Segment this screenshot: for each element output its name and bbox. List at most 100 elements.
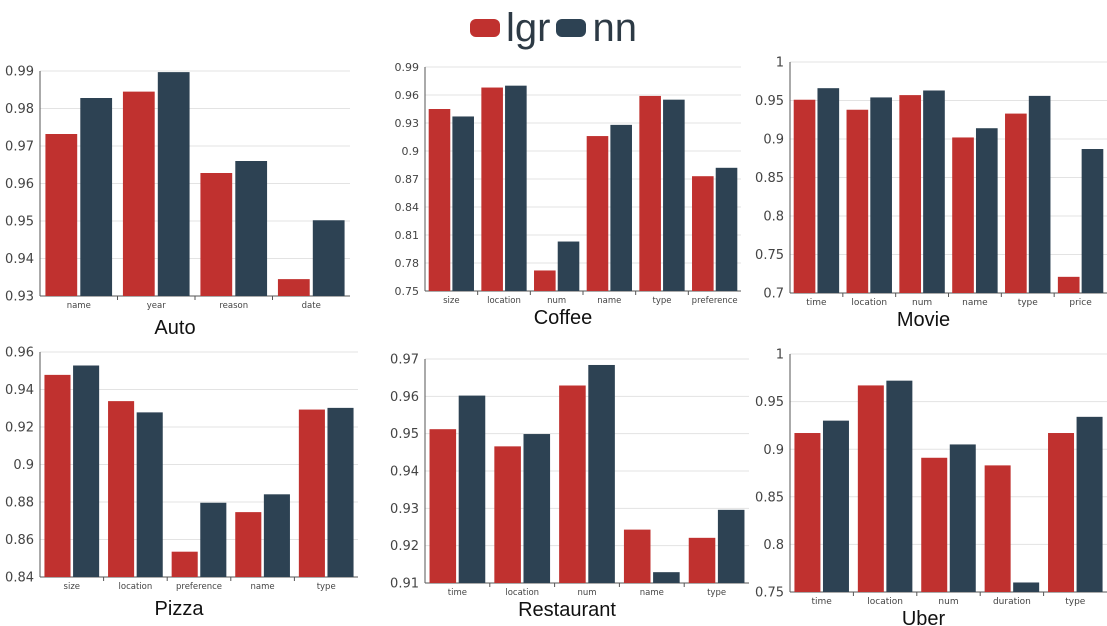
y-tick-label: 0.84 [395,201,420,214]
bar-lgr-num [899,95,922,293]
bar-nn-duration [1013,582,1040,592]
bar-nn-type [1076,416,1103,592]
x-tick-label: num [577,588,596,598]
y-tick-label: 0.93 [5,290,34,305]
x-tick-label: type [1018,298,1039,308]
y-tick-label: 1 [776,56,784,71]
y-tick-label: 0.91 [390,577,419,592]
x-tick-label: reason [219,301,248,311]
y-tick-label: 0.81 [395,229,420,242]
y-tick-label: 0.95 [5,215,34,230]
chart-title: Coffee [534,307,593,329]
y-tick-label: 0.93 [390,502,419,517]
chart-pizza: 0.84 0.86 0.88 0.9 0.92 0.94 0.96 size location p… [5,346,358,620]
legend-item-lgr: lgr [470,8,550,48]
bar-lgr-name [45,134,78,296]
x-tick-label: type [1065,597,1086,607]
chart-coffee: 0.75 0.78 0.81 0.84 0.87 0.9 0.93 0.96 0.99 size l… [395,61,741,329]
bar-nn-name [610,124,632,291]
bar-lgr-type [298,409,325,577]
y-tick-label: 0.8 [763,210,784,225]
bar-lgr-size [44,374,71,577]
bar-lgr-location [846,109,869,294]
bar-lgr-price [1057,276,1080,293]
bar-lgr-year [122,91,155,296]
bar-nn-location [523,434,551,583]
x-tick-label: year [147,301,166,311]
x-tick-label: name [640,588,664,598]
legend-swatch-nn [556,19,587,37]
x-tick-label: type [653,296,672,306]
y-tick-label: 1 [776,348,784,363]
y-tick-label: 0.96 [5,346,34,361]
x-tick-label: size [443,296,459,306]
x-tick-label: type [317,582,336,592]
x-tick-label: num [912,298,932,308]
bar-nn-year [157,72,190,296]
bar-nn-time [458,395,486,583]
x-tick-label: time [448,588,467,598]
x-tick-label: location [851,298,887,308]
x-tick-label: location [505,588,539,598]
legend-swatch-lgr [470,19,501,37]
x-tick-label: location [487,296,521,306]
bar-nn-price [1081,149,1104,293]
y-tick-label: 0.99 [5,65,34,80]
bar-lgr-name [235,512,262,577]
bar-lgr-location [857,385,884,592]
y-tick-label: 0.96 [390,390,419,405]
x-tick-label: time [812,597,833,607]
x-tick-label: date [302,301,321,311]
chart-uber: 0.75 0.8 0.85 0.9 0.95 1 time location num durati… [755,348,1107,626]
x-tick-label: duration [993,597,1031,607]
bar-nn-type [327,407,354,577]
x-tick-label: name [251,582,275,592]
x-tick-label: name [597,296,621,306]
y-tick-label: 0.94 [5,383,34,398]
bar-nn-time [822,420,849,592]
bar-lgr-time [429,429,457,583]
chart-restaurant: 0.91 0.92 0.93 0.94 0.95 0.96 0.97 time location… [390,353,749,621]
y-tick-label: 0.96 [395,89,420,102]
y-tick-label: 0.98 [5,102,34,117]
x-tick-label: time [806,298,827,308]
legend-label-lgr: lgr [506,6,551,50]
y-tick-label: 0.95 [755,395,784,410]
y-tick-label: 0.86 [5,533,34,548]
bar-lgr-reason [200,173,233,296]
y-tick-label: 0.88 [5,496,34,511]
bar-lgr-date [277,279,310,296]
y-tick-label: 0.9 [763,443,784,458]
y-tick-label: 0.85 [755,171,784,186]
legend: lgr nn [0,0,1107,56]
bar-lgr-location [108,401,135,577]
x-tick-label: name [962,298,988,308]
chart-title: Pizza [155,598,205,620]
y-tick-label: 0.92 [5,421,34,436]
bar-lgr-type [639,95,661,291]
bar-lgr-preference [171,551,198,577]
bar-lgr-num [921,457,948,592]
bar-lgr-type [688,537,716,583]
chart-movie: 0.7 0.75 0.8 0.85 0.9 0.95 1 time location num nam… [755,56,1107,331]
y-tick-label: 0.9 [13,458,34,473]
y-tick-label: 0.96 [5,177,34,192]
x-tick-label: num [547,296,566,306]
chart-auto: 0.93 0.94 0.95 0.96 0.97 0.98 0.99 name year reas… [5,65,350,339]
bar-lgr-num [559,385,586,583]
y-tick-label: 0.84 [5,571,34,586]
bar-nn-location [870,97,892,293]
bar-lgr-name [586,136,609,291]
bar-nn-size [73,365,100,577]
bar-nn-name [975,128,998,293]
bar-nn-reason [235,161,268,296]
y-tick-label: 0.87 [395,173,420,186]
y-tick-label: 0.8 [763,538,784,553]
bar-nn-location [505,85,527,292]
bar-nn-type [663,99,685,292]
chart-title: Restaurant [518,599,616,621]
bar-nn-time [817,88,840,294]
bar-lgr-location [494,446,521,583]
bar-nn-num [923,90,945,294]
